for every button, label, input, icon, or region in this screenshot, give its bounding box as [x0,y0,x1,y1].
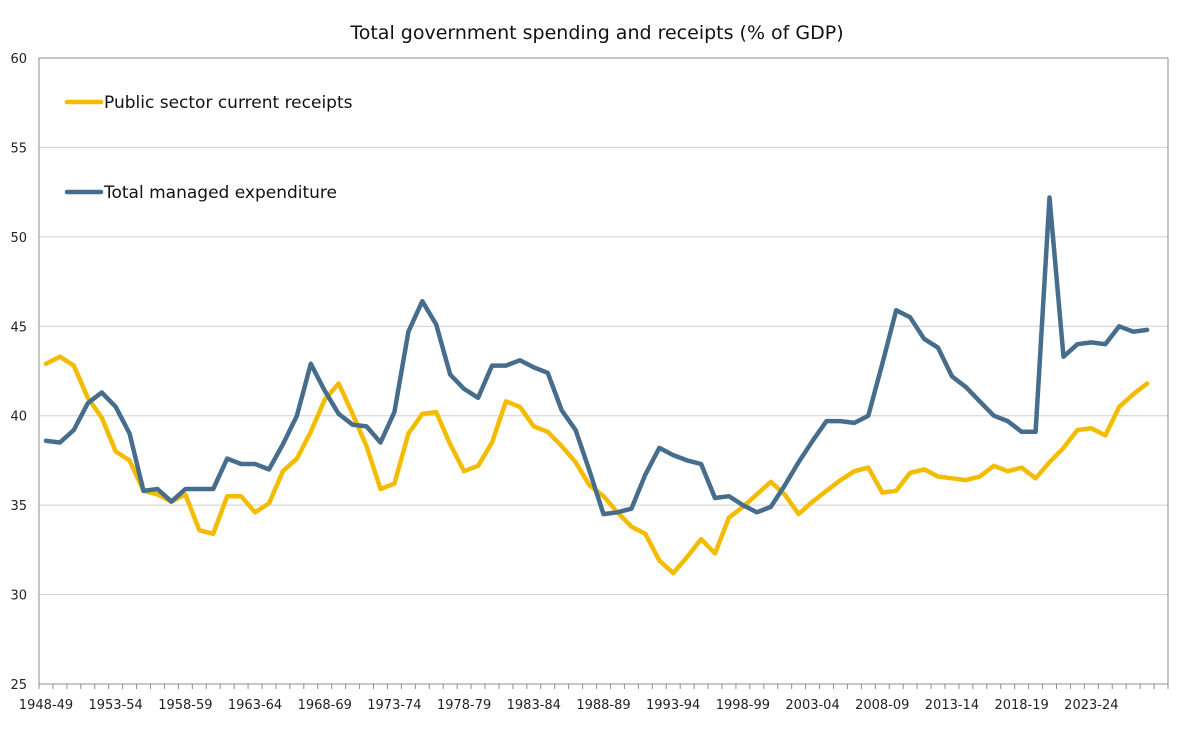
x-tick-label: 1948-49 [19,698,73,713]
y-tick-label: 55 [10,141,27,156]
series-lines [43,195,1150,576]
y-tick-label: 45 [10,320,27,335]
y-tick-label: 40 [10,410,27,425]
x-tick-label: 1968-69 [298,698,352,713]
x-tick-label: 1963-64 [228,698,282,713]
x-tick-label: 2023-24 [1064,698,1118,713]
series-line-2 [43,195,1150,517]
x-tick-label: 1978-79 [437,698,491,713]
x-tick-label: 1988-89 [576,698,630,713]
x-tick-label: 2018-19 [994,698,1048,713]
legend: Public sector current receipts Total mana… [64,93,353,203]
plot-area-border [38,57,1169,685]
x-tick-label: 1983-84 [507,698,561,713]
x-tick-label: 2003-04 [785,698,839,713]
chart-title: Total government spending and receipts (… [349,22,843,44]
x-tick-label: 1973-74 [367,698,421,713]
y-tick-label: 35 [10,499,27,514]
x-tick-label: 1958-59 [158,698,212,713]
x-tick-label: 1998-99 [716,698,770,713]
x-tick-label: 1993-94 [646,698,700,713]
axes [38,57,1169,689]
series-line-1 [43,354,1150,576]
y-axis-ticks: 25 30 35 40 45 50 55 60 [10,52,27,693]
y-tick-label: 30 [10,589,27,604]
y-tick-label: 25 [10,678,27,693]
x-tick-label: 2008-09 [855,698,909,713]
x-tick-label: 1953-54 [88,698,142,713]
y-tick-label: 60 [10,52,27,67]
legend-label-2: Total managed expenditure [103,183,337,203]
x-axis-ticks: 1948-49 1953-54 1958-59 1963-64 1968-69 1973-… [19,698,1119,713]
legend-label-1: Public sector current receipts [104,93,353,113]
y-tick-label: 50 [10,231,27,246]
x-tick-label: 2013-14 [925,698,979,713]
